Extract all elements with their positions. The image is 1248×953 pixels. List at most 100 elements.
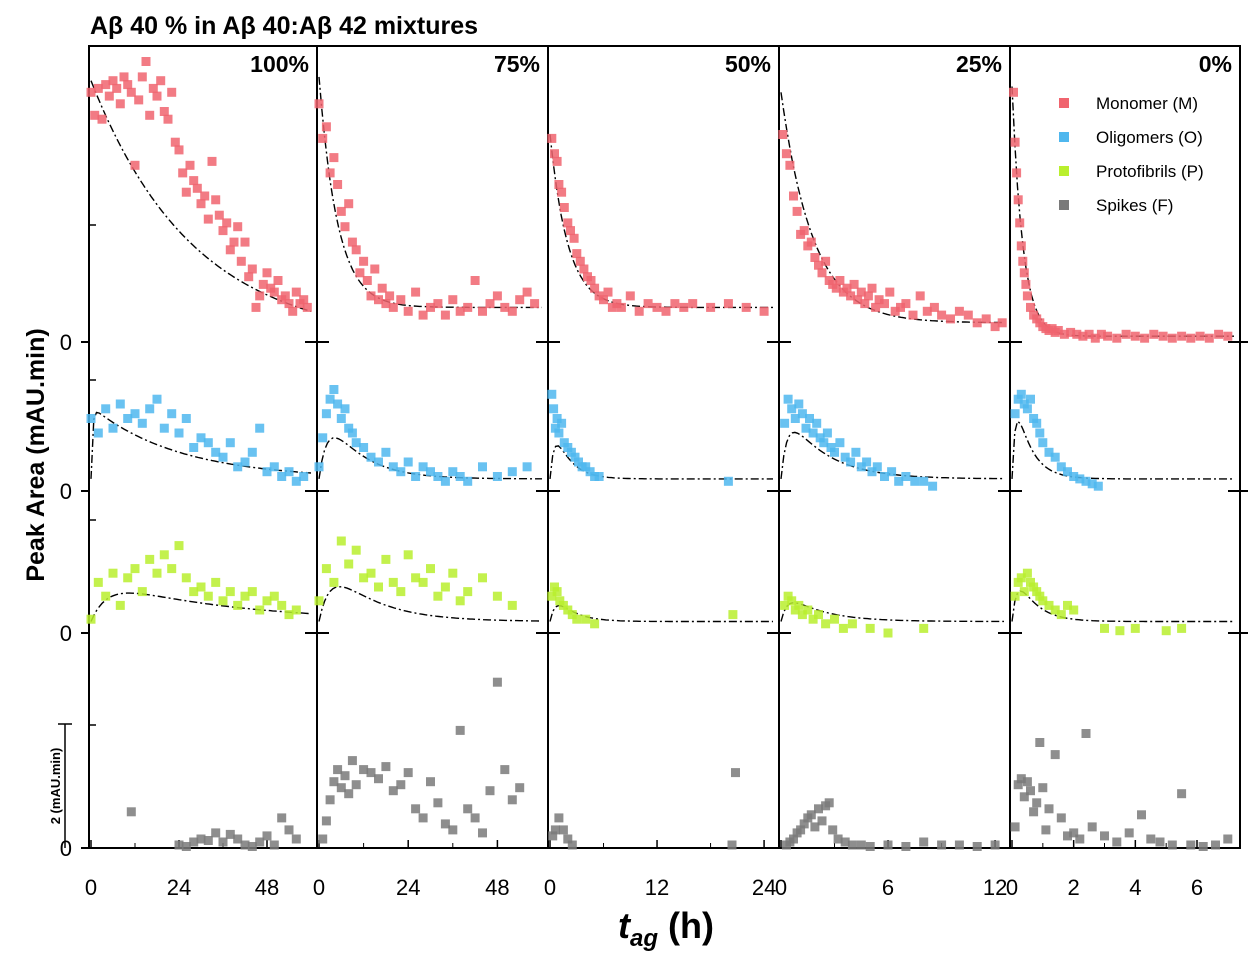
data-point-P bbox=[1019, 587, 1029, 597]
data-point-M bbox=[1059, 329, 1069, 339]
data-point-F bbox=[883, 840, 893, 850]
data-point-M bbox=[1130, 331, 1140, 341]
panel-label: 75% bbox=[494, 51, 540, 77]
data-point-O bbox=[563, 443, 573, 452]
data-point-M bbox=[590, 283, 600, 293]
data-point-M bbox=[603, 287, 613, 297]
data-point-M bbox=[842, 283, 852, 293]
data-point-M bbox=[781, 149, 791, 159]
data-point-F bbox=[548, 831, 558, 841]
data-point-P bbox=[211, 577, 221, 587]
data-point-P bbox=[269, 591, 279, 601]
data-point-P bbox=[1177, 623, 1187, 633]
panel-label: 50% bbox=[725, 51, 771, 77]
data-point-M bbox=[1103, 331, 1113, 341]
data-point-F bbox=[325, 795, 335, 805]
data-point-M bbox=[333, 180, 343, 189]
data-point-O bbox=[819, 438, 829, 448]
data-point-O bbox=[101, 404, 111, 414]
data-point-M bbox=[1186, 333, 1196, 343]
data-point-O bbox=[566, 447, 576, 457]
data-point-M bbox=[530, 299, 540, 309]
data-point-O bbox=[314, 462, 324, 472]
data-point-O bbox=[1019, 399, 1029, 409]
data-point-M bbox=[1177, 331, 1187, 341]
data-point-O bbox=[340, 404, 350, 414]
data-point-F bbox=[954, 840, 964, 850]
data-point-O bbox=[867, 467, 877, 477]
data-point-M bbox=[575, 256, 585, 266]
data-point-F bbox=[247, 842, 257, 851]
data-point-O bbox=[492, 472, 502, 481]
data-point-M bbox=[284, 299, 294, 309]
data-point-P bbox=[366, 568, 376, 578]
data-point-M bbox=[799, 226, 809, 236]
data-point-P bbox=[563, 605, 573, 615]
data-point-M bbox=[174, 145, 184, 155]
y-zero-label: 0 bbox=[60, 621, 72, 646]
data-point-O bbox=[351, 438, 361, 448]
data-point-O bbox=[291, 476, 301, 486]
data-point-M bbox=[550, 149, 559, 159]
data-point-M bbox=[954, 306, 964, 316]
data-point-F bbox=[366, 768, 376, 778]
data-point-F bbox=[1022, 777, 1032, 787]
data-point-M bbox=[145, 110, 155, 120]
data-point-O bbox=[433, 472, 443, 481]
data-point-F bbox=[828, 825, 838, 835]
data-point-M bbox=[885, 287, 895, 297]
data-point-O bbox=[1069, 472, 1079, 481]
data-point-F bbox=[806, 810, 816, 820]
data-point-M bbox=[411, 287, 421, 297]
data-point-F bbox=[1050, 750, 1060, 760]
data-point-M bbox=[1022, 291, 1032, 301]
data-point-F bbox=[333, 765, 343, 775]
data-point-P bbox=[814, 610, 823, 620]
data-point-P bbox=[581, 614, 591, 624]
data-point-M bbox=[1066, 327, 1076, 337]
data-point-F bbox=[1155, 837, 1165, 847]
data-point-P bbox=[847, 619, 857, 629]
data-point-M bbox=[203, 214, 213, 224]
data-point-M bbox=[181, 187, 191, 197]
data-point-O bbox=[552, 414, 562, 423]
x-tick-label: 24 bbox=[752, 875, 776, 900]
data-point-F bbox=[1198, 842, 1208, 851]
data-point-O bbox=[418, 462, 428, 472]
legend-label-F: Spikes (F) bbox=[1096, 196, 1173, 215]
data-point-M bbox=[1021, 279, 1031, 289]
data-point-F bbox=[478, 828, 487, 838]
data-point-M bbox=[426, 302, 435, 312]
data-point-O bbox=[181, 414, 191, 423]
data-point-F bbox=[196, 834, 206, 844]
data-point-M bbox=[849, 279, 859, 289]
data-point-F bbox=[507, 795, 517, 805]
data-point-P bbox=[233, 600, 243, 610]
data-point-O bbox=[336, 414, 346, 423]
data-point-F bbox=[1177, 789, 1187, 799]
data-point-M bbox=[251, 302, 261, 312]
data-point-O bbox=[787, 404, 797, 414]
data-point-F bbox=[351, 780, 361, 790]
data-point-M bbox=[211, 195, 221, 205]
data-point-O bbox=[790, 414, 800, 423]
data-point-F bbox=[492, 677, 502, 687]
data-point-M bbox=[247, 264, 257, 274]
data-point-O bbox=[812, 418, 822, 428]
data-point-P bbox=[567, 610, 577, 620]
data-point-M bbox=[236, 256, 246, 266]
data-point-O bbox=[269, 462, 279, 472]
data-point-F bbox=[554, 813, 564, 823]
data-point-O bbox=[233, 462, 243, 472]
data-point-O bbox=[152, 394, 162, 404]
data-point-P bbox=[167, 564, 177, 574]
data-point-O bbox=[93, 428, 103, 438]
x-tick-label: 24 bbox=[396, 875, 420, 900]
data-point-M bbox=[652, 302, 662, 312]
scale-bar-label: 2 (mAU.min) bbox=[48, 748, 63, 825]
data-point-P bbox=[396, 587, 406, 597]
data-point-M bbox=[185, 160, 195, 170]
data-point-F bbox=[463, 804, 473, 814]
data-point-M bbox=[688, 299, 698, 309]
